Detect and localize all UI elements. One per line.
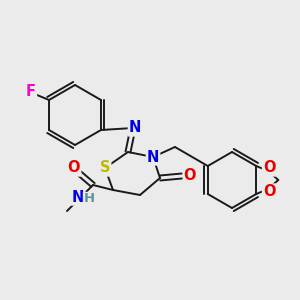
- Text: F: F: [26, 85, 36, 100]
- Text: N: N: [129, 121, 141, 136]
- Text: N: N: [72, 190, 84, 205]
- Text: O: O: [263, 160, 275, 175]
- Text: O: O: [184, 169, 196, 184]
- Text: N: N: [147, 149, 159, 164]
- Text: H: H: [83, 193, 94, 206]
- Text: O: O: [263, 184, 275, 200]
- Text: S: S: [100, 160, 110, 175]
- Text: O: O: [68, 160, 80, 175]
